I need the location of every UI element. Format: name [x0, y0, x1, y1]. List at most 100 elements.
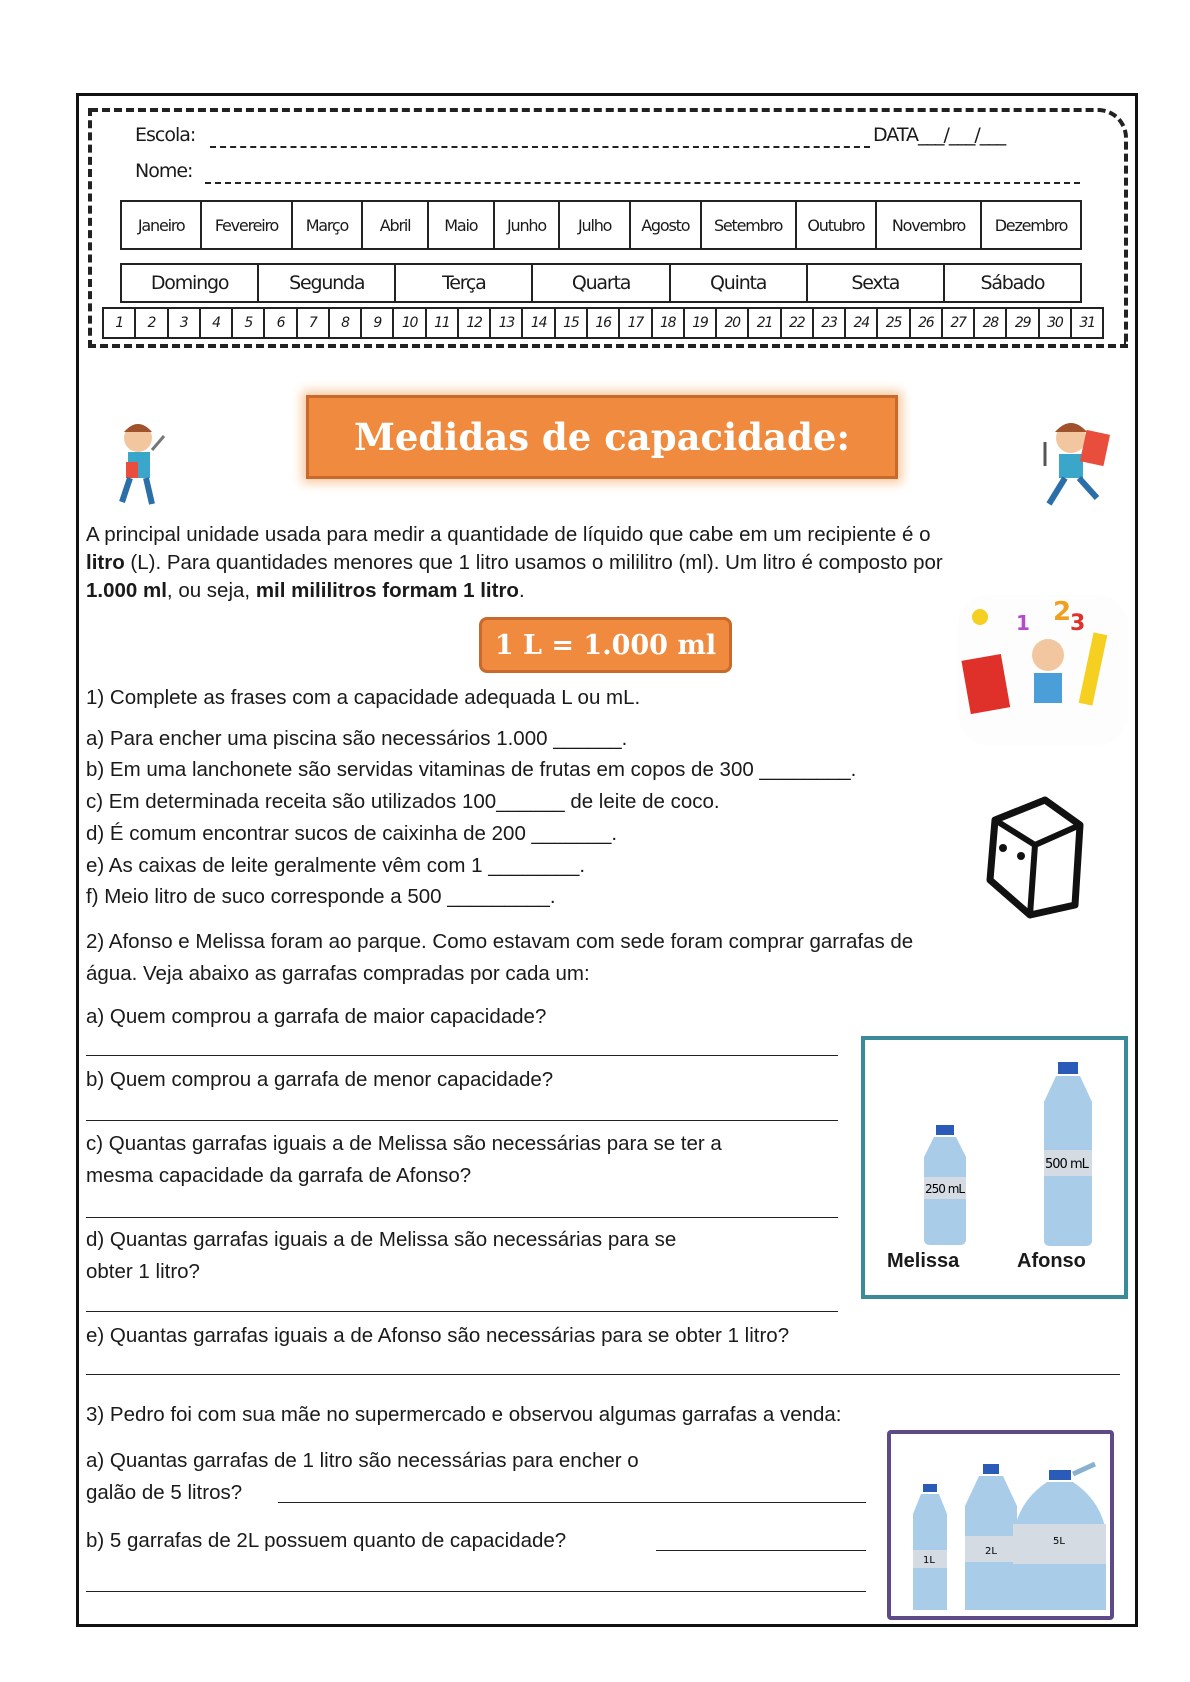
q1-item: f) Meio litro de suco corresponde a 500 … [86, 885, 556, 908]
weekday-cell: Quarta [533, 265, 671, 301]
intro-bold-1000ml: 1.000 ml [86, 579, 167, 602]
month-cell: Outubro [797, 202, 878, 248]
day-cell: 15 [556, 309, 588, 337]
q2d-answer-line[interactable] [86, 1311, 838, 1312]
month-cell: Maio [429, 202, 495, 248]
month-cell: Janeiro [122, 202, 203, 248]
q3a-question-1: a) Quantas garrafas de 1 litro são neces… [86, 1449, 639, 1472]
water-bottle-500ml-icon: 500 mL [1044, 1062, 1092, 1246]
month-cell: Abril [363, 202, 429, 248]
q2c-answer-line[interactable] [86, 1217, 838, 1218]
formula-box: 1 L = 1.000 ml [479, 617, 732, 673]
day-cell: 22 [782, 309, 814, 337]
q3-heading: 3) Pedro foi com sua mãe no supermercado… [86, 1403, 842, 1426]
q1-item: d) É comum encontrar sucos de caixinha d… [86, 822, 618, 845]
day-cell: 14 [523, 309, 556, 337]
q3b-answer-line[interactable] [656, 1550, 866, 1551]
water-bottles-1l-2l-5l-icon: 1L 2L 5L [913, 1461, 1106, 1610]
month-cell: Dezembro [994, 215, 1069, 235]
q3b-extra-answer-line[interactable] [86, 1591, 866, 1592]
intro-line-2: litro (L). Para quantidades menores que … [86, 551, 943, 575]
day-cell: 8 [330, 309, 363, 337]
day-cell: 9 [362, 309, 395, 337]
month-cell: Agosto [631, 202, 702, 248]
afonso-bottle-label: 500 mL [1045, 1157, 1090, 1172]
month-cell: Novembro [877, 202, 982, 248]
intro-bold-litro: litro [86, 551, 125, 574]
melissa-bottle-label: 250 mL [925, 1182, 965, 1196]
name-label: Nome: [135, 160, 193, 182]
weekday-cell: Domingo [122, 265, 260, 301]
page-frame [76, 93, 1138, 1627]
bottle-2l-label: 2L [985, 1546, 997, 1557]
milk-carton-illustration-icon [986, 796, 1084, 919]
day-cell: 26 [911, 309, 943, 337]
bottle-5l-label: 5L [1053, 1536, 1065, 1547]
day-cell: 10 [394, 309, 427, 337]
q2a-answer-line[interactable] [86, 1055, 838, 1056]
weekday-cell: Sexta [808, 265, 945, 301]
day-cell: 17 [620, 309, 653, 337]
month-cell: Março [293, 202, 364, 248]
school-input[interactable] [210, 146, 870, 148]
day-cell: 2 [136, 309, 169, 337]
numbers-book-pencil-illustration-icon: 23 1 [958, 595, 1128, 745]
intro-text: . [518, 579, 525, 602]
q1-item: b) Em uma lanchonete são servidas vitami… [86, 758, 857, 781]
day-cell: 16 [588, 309, 621, 337]
q2-heading-1: 2) Afonso e Melissa foram ao parque. Com… [86, 930, 914, 953]
month-cell: Junho [495, 202, 561, 248]
child-illustration-icon [119, 424, 166, 505]
intro-text: (L). Para quantidades menores que 1 litr… [124, 551, 943, 574]
name-input[interactable] [205, 182, 1080, 184]
q2a-question: a) Quem comprou a garrafa de maior capac… [86, 1005, 547, 1028]
bottles-melissa-afonso-box: 250 mL 500 mL Melissa Afonso [861, 1036, 1128, 1299]
q2b-question: b) Quem comprou a garrafa de menor capac… [86, 1068, 554, 1091]
day-cell: 19 [685, 309, 718, 337]
child-running-illustration-icon [1043, 423, 1111, 506]
weekday-cell: Quinta [671, 265, 808, 301]
q2c-question-2: mesma capacidade da garrafa de Afonso? [86, 1164, 472, 1187]
intro-bold-phrase: mil mililitros formam 1 litro [255, 579, 519, 602]
day-cell: 6 [265, 309, 298, 337]
q3a-answer-line[interactable] [278, 1502, 866, 1503]
header-dashed-box [88, 108, 1128, 348]
q2d-question-2: obter 1 litro? [86, 1260, 200, 1283]
melissa-name: Melissa [887, 1250, 960, 1272]
svg-text:1: 1 [1016, 611, 1030, 635]
day-cell: 30 [1040, 309, 1072, 337]
day-cell: 4 [201, 309, 234, 337]
q2c-question-1: c) Quantas garrafas iguais a de Melissa … [86, 1132, 722, 1155]
day-cell: 20 [717, 309, 750, 337]
afonso-name: Afonso [1017, 1250, 1086, 1272]
day-cell: 1 [104, 309, 137, 337]
weekday-cell: Sábado [980, 272, 1045, 294]
day-cell: 25 [878, 309, 911, 337]
day-cell: 13 [491, 309, 524, 337]
q3b-question: b) 5 garrafas de 2L possuem quanto de ca… [86, 1529, 567, 1552]
day-cell: 18 [653, 309, 685, 337]
day-cell: 12 [459, 309, 492, 337]
day-cell: 24 [846, 309, 879, 337]
bottle-1l-label: 1L [923, 1555, 935, 1566]
q2e-answer-line[interactable] [86, 1374, 1120, 1375]
day-cell: 5 [233, 309, 266, 337]
svg-text:3: 3 [1070, 611, 1085, 636]
svg-text:2: 2 [1053, 597, 1071, 627]
bottles-1l-2l-5l-box: 1L 2L 5L [887, 1430, 1114, 1620]
day-cell: 29 [1007, 309, 1040, 337]
months-row: Janeiro Fevereiro Março Abril Maio Junho Julho… [120, 200, 1082, 250]
day-cell: 21 [749, 309, 782, 337]
date-label[interactable]: DATA___/___/___ [873, 124, 1006, 146]
q1-item: e) As caixas de leite geralmente vêm com… [86, 854, 586, 877]
weekdays-row: Domingo Segunda Terça Quarta Quinta Sexta Sába… [120, 263, 1082, 303]
days-row: 1 2 3 4 5 6 7 8 9 10 11 12 13 14 15 16 17 18 19 20 21 22 23 24 2… [102, 307, 1104, 339]
q1-item: c) Em determinada receita são utilizados… [86, 790, 720, 813]
q3a-question-2: galão de 5 litros? [86, 1481, 243, 1504]
school-label: Escola: [135, 124, 196, 146]
intro-line-3: 1.000 ml, ou seja, mil mililitros formam… [86, 579, 525, 603]
q1-heading: 1) Complete as frases com a capacidade a… [86, 686, 641, 709]
day-cell: 27 [943, 309, 976, 337]
q2b-answer-line[interactable] [86, 1120, 838, 1121]
month-cell: Fevereiro [202, 202, 293, 248]
